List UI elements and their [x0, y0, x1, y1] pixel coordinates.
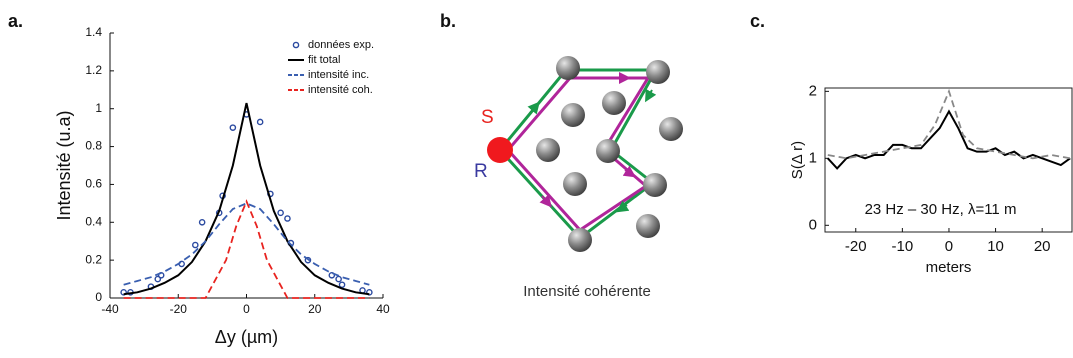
- x-tick-label: 10: [987, 238, 1004, 255]
- series-line: [827, 109, 1071, 170]
- legend-label: intensité coh.: [308, 84, 373, 96]
- data-point: [120, 289, 127, 296]
- x-axis-label: Δy (µm): [215, 327, 278, 347]
- data-point: [198, 218, 206, 226]
- y-axis-label: S(Δ r): [789, 141, 806, 179]
- data-point: [366, 289, 373, 296]
- data-point: [256, 118, 264, 126]
- y-tick-label: 1.4: [85, 25, 102, 39]
- data-point: [192, 241, 199, 249]
- y-tick-label: 0.8: [85, 139, 102, 153]
- x-tick-label: 40: [376, 302, 390, 316]
- legend-label: fit total: [308, 54, 340, 66]
- data-point: [304, 256, 312, 264]
- scatterers: [536, 56, 683, 252]
- arrow: [527, 101, 540, 115]
- x-tick-label: -40: [101, 302, 119, 316]
- panel-label: b.: [440, 11, 456, 31]
- y-tick-label: 0.2: [85, 252, 102, 266]
- x-tick-label: 0: [243, 302, 250, 316]
- x-tick-label: -20: [845, 238, 867, 255]
- data-point: [284, 215, 291, 222]
- receiver-label: R: [474, 161, 488, 182]
- path-green: [498, 68, 659, 241]
- y-tick-label: 0: [95, 290, 102, 304]
- x-tick-label: 0: [945, 238, 953, 255]
- data-point: [338, 281, 346, 289]
- scattering-diagram: S R Intensité cohérente: [474, 56, 683, 300]
- arrow: [616, 200, 630, 213]
- y-tick-label: 2: [809, 82, 817, 99]
- y-tick-label: 1: [809, 149, 817, 166]
- x-tick-label: -10: [892, 238, 914, 255]
- source-label: S: [481, 107, 494, 128]
- series-line: [827, 88, 1071, 160]
- data-point: [277, 209, 284, 217]
- x-axis-label: meters: [926, 259, 972, 276]
- data-point: [154, 275, 162, 283]
- y-tick-label: 0.6: [85, 177, 102, 191]
- y-tick-label: 0.4: [85, 214, 102, 228]
- y-axis-label: Intensité (u.a): [54, 110, 74, 220]
- arrow: [622, 165, 636, 178]
- series-line: [123, 202, 370, 286]
- arrow: [539, 194, 552, 208]
- panel-label: a.: [8, 11, 23, 31]
- series-line: [123, 199, 370, 299]
- data-point: [335, 275, 342, 283]
- data-point: [229, 124, 237, 131]
- x-tick-label: 20: [1034, 238, 1051, 255]
- panel-label: c.: [750, 11, 765, 31]
- annotation: 23 Hz – 30 Hz, λ=11 m: [865, 201, 1017, 218]
- series-line: [123, 102, 370, 296]
- legend-label: intensité inc.: [308, 69, 369, 81]
- arrow: [645, 88, 657, 103]
- y-tick-label: 1: [95, 101, 102, 115]
- legend-marker: [292, 41, 300, 49]
- x-tick-label: 20: [308, 302, 322, 316]
- legend-label: données exp.: [308, 39, 374, 51]
- y-tick-label: 1.2: [85, 63, 102, 77]
- x-tick-label: -20: [170, 302, 188, 316]
- data-point: [328, 271, 336, 279]
- source-receiver: [487, 137, 513, 163]
- diagram-caption: Intensité cohérente: [523, 283, 651, 300]
- path-magenta: [506, 76, 651, 232]
- y-tick-label: 0: [809, 216, 817, 233]
